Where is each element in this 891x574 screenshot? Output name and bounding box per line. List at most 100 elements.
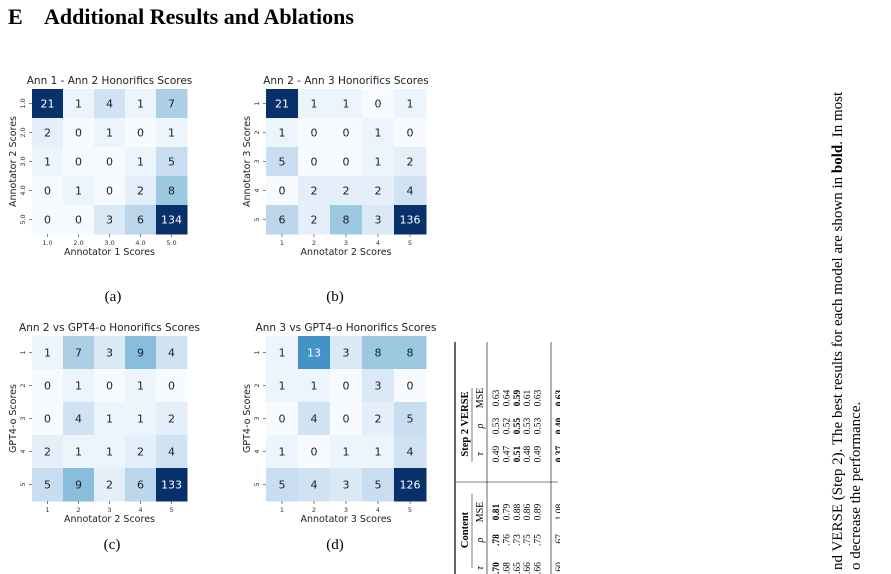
- x-tick-label: 3: [344, 506, 348, 514]
- cell-value: 0: [75, 156, 82, 169]
- table-cell: .76: [502, 534, 512, 546]
- heatmap-cell: [94, 402, 126, 436]
- heatmap-cell: [63, 435, 95, 469]
- x-axis-label: Annotator 1 Scores: [64, 247, 155, 258]
- heatmap-cell: [394, 147, 427, 177]
- cell-value: 3: [375, 380, 382, 393]
- x-tick-label: 1: [45, 506, 49, 514]
- x-axis-label: Annotator 2 Scores: [64, 514, 155, 525]
- cell-value: 1: [137, 156, 144, 169]
- cell-value: 2: [106, 479, 113, 492]
- heatmap-cell: [330, 176, 363, 206]
- heatmap-cell: [156, 369, 188, 403]
- heatmap-cell: [298, 147, 331, 177]
- cell-value: 8: [407, 347, 414, 360]
- heatmap-cell: [125, 369, 157, 403]
- heatmap-cell: [156, 336, 188, 370]
- cell-value: 0: [106, 185, 113, 198]
- heatmap-cell: [330, 468, 363, 502]
- heatmap-cell: [394, 336, 427, 370]
- heatmap-cell: [156, 89, 188, 119]
- table-cell: 0.63: [534, 389, 544, 406]
- table-cell: 0.88: [513, 503, 523, 520]
- heatmap-cell: [156, 118, 188, 148]
- cell-value: 0: [75, 214, 82, 227]
- cell-value: 6: [137, 479, 144, 492]
- heatmap-cell: [394, 89, 427, 119]
- y-tick-label: 5: [253, 217, 261, 221]
- heatmap-cell: [394, 118, 427, 148]
- cell-value: 6: [137, 214, 144, 227]
- cell-value: 0: [407, 380, 414, 393]
- heatmap-cell: [32, 435, 64, 469]
- heatmap-cell: [394, 205, 427, 235]
- table-cell: 0.64: [502, 389, 512, 406]
- y-tick-label: 2: [253, 383, 261, 387]
- cell-value: 0: [407, 127, 414, 140]
- cell-value: 4: [407, 446, 414, 459]
- cell-value: 3: [106, 214, 113, 227]
- table-cell: 0.47: [502, 445, 512, 462]
- cell-value: 0: [44, 380, 51, 393]
- heatmap-cell: [330, 435, 363, 469]
- cell-value: 133: [161, 479, 182, 492]
- y-tick-label: 1.0: [19, 98, 27, 108]
- column-header: MSE: [475, 388, 486, 409]
- y-axis-label: Annotator 2 Scores: [8, 116, 19, 207]
- cell-value: 4: [106, 98, 113, 111]
- table-cell: .66: [523, 562, 533, 574]
- heatmap-cell: [32, 89, 64, 119]
- heatmap-cell: [32, 336, 64, 370]
- caption-a: (a): [104, 289, 122, 305]
- y-tick-label: 4.0: [19, 185, 27, 195]
- table-cell: .70: [492, 562, 502, 574]
- y-tick-label: 4: [19, 449, 27, 453]
- y-tick-label: 4: [253, 449, 261, 453]
- heatmap-cell: [125, 147, 157, 177]
- cell-value: 1: [75, 185, 82, 198]
- heatmap-cell: [156, 205, 188, 235]
- heatmap-cell: [94, 369, 126, 403]
- cell-value: 126: [400, 479, 421, 492]
- cell-value: 1: [279, 347, 286, 360]
- cell-value: 136: [400, 214, 421, 227]
- table-cell: 0.52: [502, 417, 512, 434]
- table-cell: 0.40: [555, 417, 560, 434]
- heatmap-cell: [362, 176, 395, 206]
- y-tick-label: 3: [19, 416, 27, 420]
- caption-c: (c): [103, 537, 121, 553]
- x-tick-label: 3: [344, 239, 348, 247]
- cell-value: 134: [161, 214, 182, 227]
- cell-value: 1: [106, 127, 113, 140]
- group-header-verse: Step 2 VERSE: [460, 391, 471, 456]
- cell-value: 1: [375, 127, 382, 140]
- heatmap-cell: [94, 176, 126, 206]
- x-tick-label: 4: [376, 506, 380, 514]
- cell-value: 1: [343, 446, 350, 459]
- heatmap-cell: [362, 369, 395, 403]
- table-cell: 0.48: [523, 445, 533, 462]
- cell-value: 5: [407, 413, 414, 426]
- cell-value: 0: [44, 214, 51, 227]
- heatmap-cell: [362, 118, 395, 148]
- x-tick-label: 4: [376, 239, 380, 247]
- cell-value: 4: [168, 446, 175, 459]
- table-cell: .75: [534, 534, 544, 546]
- cell-value: 1: [279, 446, 286, 459]
- table-cell: .73: [513, 534, 523, 546]
- cell-value: 1: [311, 380, 318, 393]
- table-cell: .65: [513, 562, 523, 574]
- table-cell: 0.61: [523, 389, 533, 406]
- x-tick-label: 2.0: [73, 239, 83, 247]
- heatmap-cell: [156, 435, 188, 469]
- cell-value: 0: [137, 127, 144, 140]
- x-tick-label: 5: [408, 239, 412, 247]
- heatmap-title: Ann 2 vs GPT4-o Honorifics Scores: [19, 322, 200, 334]
- cell-value: 2: [375, 413, 382, 426]
- heatmap-cell: [266, 369, 299, 403]
- cell-value: 8: [343, 214, 350, 227]
- y-tick-label: 2: [253, 130, 261, 134]
- cell-value: 1: [279, 127, 286, 140]
